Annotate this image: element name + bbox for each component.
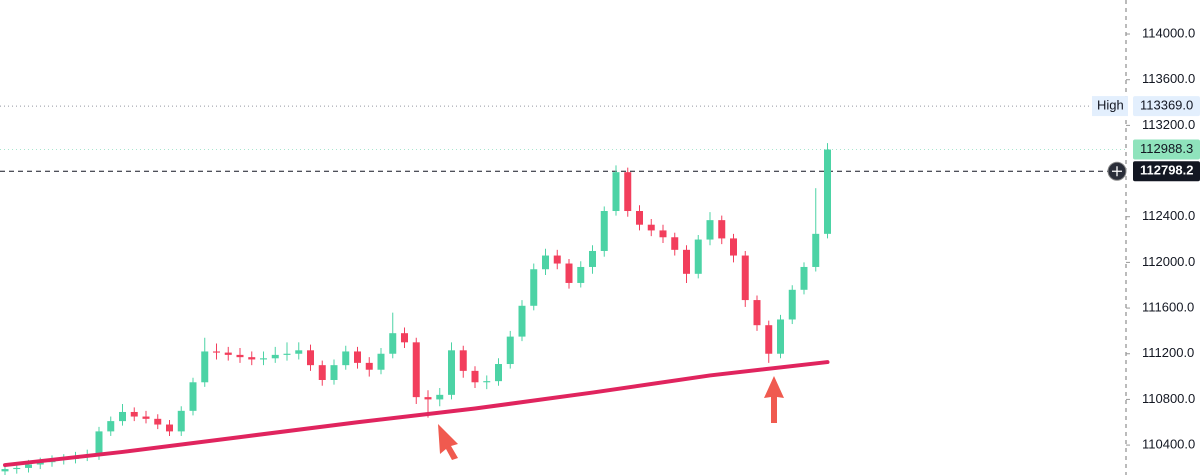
candle-body xyxy=(107,421,115,432)
candle-body xyxy=(213,351,220,353)
arrow xyxy=(764,376,784,423)
candle-body xyxy=(201,351,209,383)
candle-body xyxy=(1,469,9,472)
candle-body xyxy=(365,362,373,370)
candle-body xyxy=(436,394,444,400)
badge-value: 113369.0 xyxy=(1140,98,1193,113)
candle-body xyxy=(753,300,761,326)
candle-body xyxy=(471,370,479,383)
candle-body xyxy=(800,266,808,290)
badge-value: 112798.2 xyxy=(1140,163,1194,178)
candle-body xyxy=(424,397,432,400)
candle-body xyxy=(95,431,103,456)
y-tick-label: 110800.0 xyxy=(1142,391,1195,406)
y-tick-label: 113200.0 xyxy=(1142,117,1195,132)
candle-body xyxy=(271,354,279,359)
candle-body xyxy=(25,464,32,468)
candle-body xyxy=(506,336,514,365)
moving-average xyxy=(3,360,830,468)
candle-body xyxy=(119,411,126,422)
candle-body xyxy=(718,220,726,239)
candle-body xyxy=(295,350,303,354)
candle-body xyxy=(624,172,632,212)
candle-body xyxy=(694,239,702,274)
badge-name-bg xyxy=(1092,96,1128,117)
plus-icon xyxy=(1112,166,1122,177)
arrow xyxy=(438,424,458,460)
candle-body xyxy=(389,333,397,354)
candle-body xyxy=(777,319,784,354)
candle-body xyxy=(189,382,197,411)
candle-body xyxy=(647,224,655,231)
candle-body xyxy=(812,233,820,267)
candle-body xyxy=(636,211,643,225)
candle-body xyxy=(448,350,455,395)
candle-body xyxy=(824,149,831,234)
candle-body xyxy=(318,365,326,380)
candle-body xyxy=(412,342,420,398)
candle-body xyxy=(495,364,502,382)
candle-body xyxy=(741,255,749,301)
candle-body xyxy=(706,220,714,240)
badge-bg xyxy=(1133,161,1200,182)
candle-body xyxy=(765,325,773,354)
candle-body xyxy=(483,381,491,383)
candle-body xyxy=(683,249,690,274)
candle-body xyxy=(330,365,338,380)
candle-body xyxy=(788,289,796,320)
candle-body xyxy=(659,230,667,238)
candle-body xyxy=(518,305,526,337)
candle-body xyxy=(377,353,385,370)
candle-body xyxy=(283,353,291,355)
candle-body xyxy=(236,354,244,358)
y-tick-label: 113600.0 xyxy=(1142,71,1195,86)
candle-body xyxy=(671,237,679,250)
candle-body xyxy=(354,351,361,363)
candle-body xyxy=(13,467,21,470)
candle-body xyxy=(166,424,173,432)
candle-body xyxy=(36,462,44,465)
candle-body xyxy=(600,211,608,251)
candle-body xyxy=(577,266,585,283)
candle-body xyxy=(307,350,314,366)
candle-body xyxy=(142,416,150,419)
candle-body xyxy=(553,255,561,264)
candle-body xyxy=(342,351,350,366)
badge-bg xyxy=(1133,96,1200,117)
candle-body xyxy=(589,250,596,267)
candle-body xyxy=(154,418,162,425)
y-tick-label: 112400.0 xyxy=(1142,208,1195,223)
candle-body xyxy=(565,263,573,283)
candle-body xyxy=(459,350,467,371)
candle-body xyxy=(130,411,138,417)
y-tick-label: 111200.0 xyxy=(1142,345,1194,360)
candle-body xyxy=(730,238,737,256)
candle-body xyxy=(224,352,232,355)
candle-body xyxy=(177,410,185,432)
candle-body xyxy=(401,333,408,343)
y-tick-label: 112000.0 xyxy=(1142,254,1195,269)
badge-bg xyxy=(1133,139,1200,160)
candle-body xyxy=(248,357,256,360)
badge-value: 112988.3 xyxy=(1140,141,1193,156)
candle-body xyxy=(530,269,538,306)
candle-body xyxy=(612,172,620,212)
y-tick-label: 114000.0 xyxy=(1142,25,1195,40)
candle-body xyxy=(260,358,267,360)
candle-body xyxy=(542,255,549,270)
y-tick-label: 111600.0 xyxy=(1142,300,1194,315)
y-tick-label: 110400.0 xyxy=(1142,437,1195,452)
badge-name: High xyxy=(1097,98,1124,113)
